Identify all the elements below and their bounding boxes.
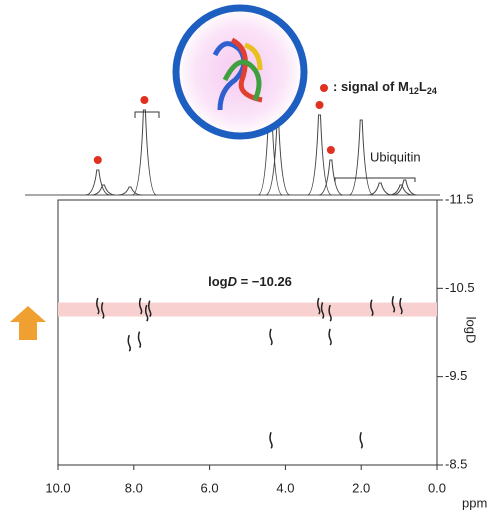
dosy-peak <box>128 335 130 351</box>
dosy-peak <box>329 329 331 345</box>
chart: Ubiquitin ppm logD logD = −10.26 : signa… <box>0 0 493 511</box>
logd-band <box>58 303 437 317</box>
legend-part: 12 <box>409 86 419 96</box>
y-axis-label: logD <box>464 317 479 344</box>
x-tick-label: 0.0 <box>428 480 446 495</box>
legend-part: : signal of M <box>333 79 409 94</box>
ubiquitin-label: Ubiquitin <box>370 149 421 164</box>
x-tick-label: 4.0 <box>276 480 294 495</box>
x-tick-label: 10.0 <box>45 480 70 495</box>
y-tick-label: -9.5 <box>445 368 467 383</box>
plot-frame <box>58 200 437 465</box>
spectrum-peak <box>132 110 156 195</box>
signal-dot <box>316 101 324 109</box>
x-tick-label: 8.0 <box>125 480 143 495</box>
dosy-peak <box>270 329 272 345</box>
legend-text: : signal of M12L24 <box>333 79 437 96</box>
signal-dot <box>327 146 335 154</box>
bracket <box>135 112 159 118</box>
y-tick-label: -10.5 <box>445 280 475 295</box>
spectrum-peak <box>118 187 142 195</box>
legend-part: 24 <box>427 86 437 96</box>
arrow <box>10 306 46 340</box>
dosy-peak <box>138 332 140 348</box>
annotation-part: = −10.26 <box>237 274 292 289</box>
spectrum-peak <box>368 183 392 195</box>
signal-dot <box>140 96 148 104</box>
spectrum-peak <box>86 170 110 195</box>
x-tick-label: 6.0 <box>201 480 219 495</box>
y-tick-label: -8.5 <box>445 456 467 471</box>
annotation-part: log <box>208 274 228 289</box>
legend-marker <box>320 84 328 92</box>
spectrum-peak <box>308 115 332 195</box>
signal-dot <box>94 156 102 164</box>
dosy-peak <box>360 432 362 448</box>
annotation: logD = −10.26 <box>208 274 292 289</box>
y-tick-label: -11.5 <box>445 191 474 206</box>
x-axis-label: ppm <box>462 495 487 510</box>
dosy-peak <box>270 432 272 448</box>
spectrum-peak <box>393 180 417 195</box>
legend-part: L <box>419 79 427 94</box>
x-tick-label: 2.0 <box>352 480 370 495</box>
